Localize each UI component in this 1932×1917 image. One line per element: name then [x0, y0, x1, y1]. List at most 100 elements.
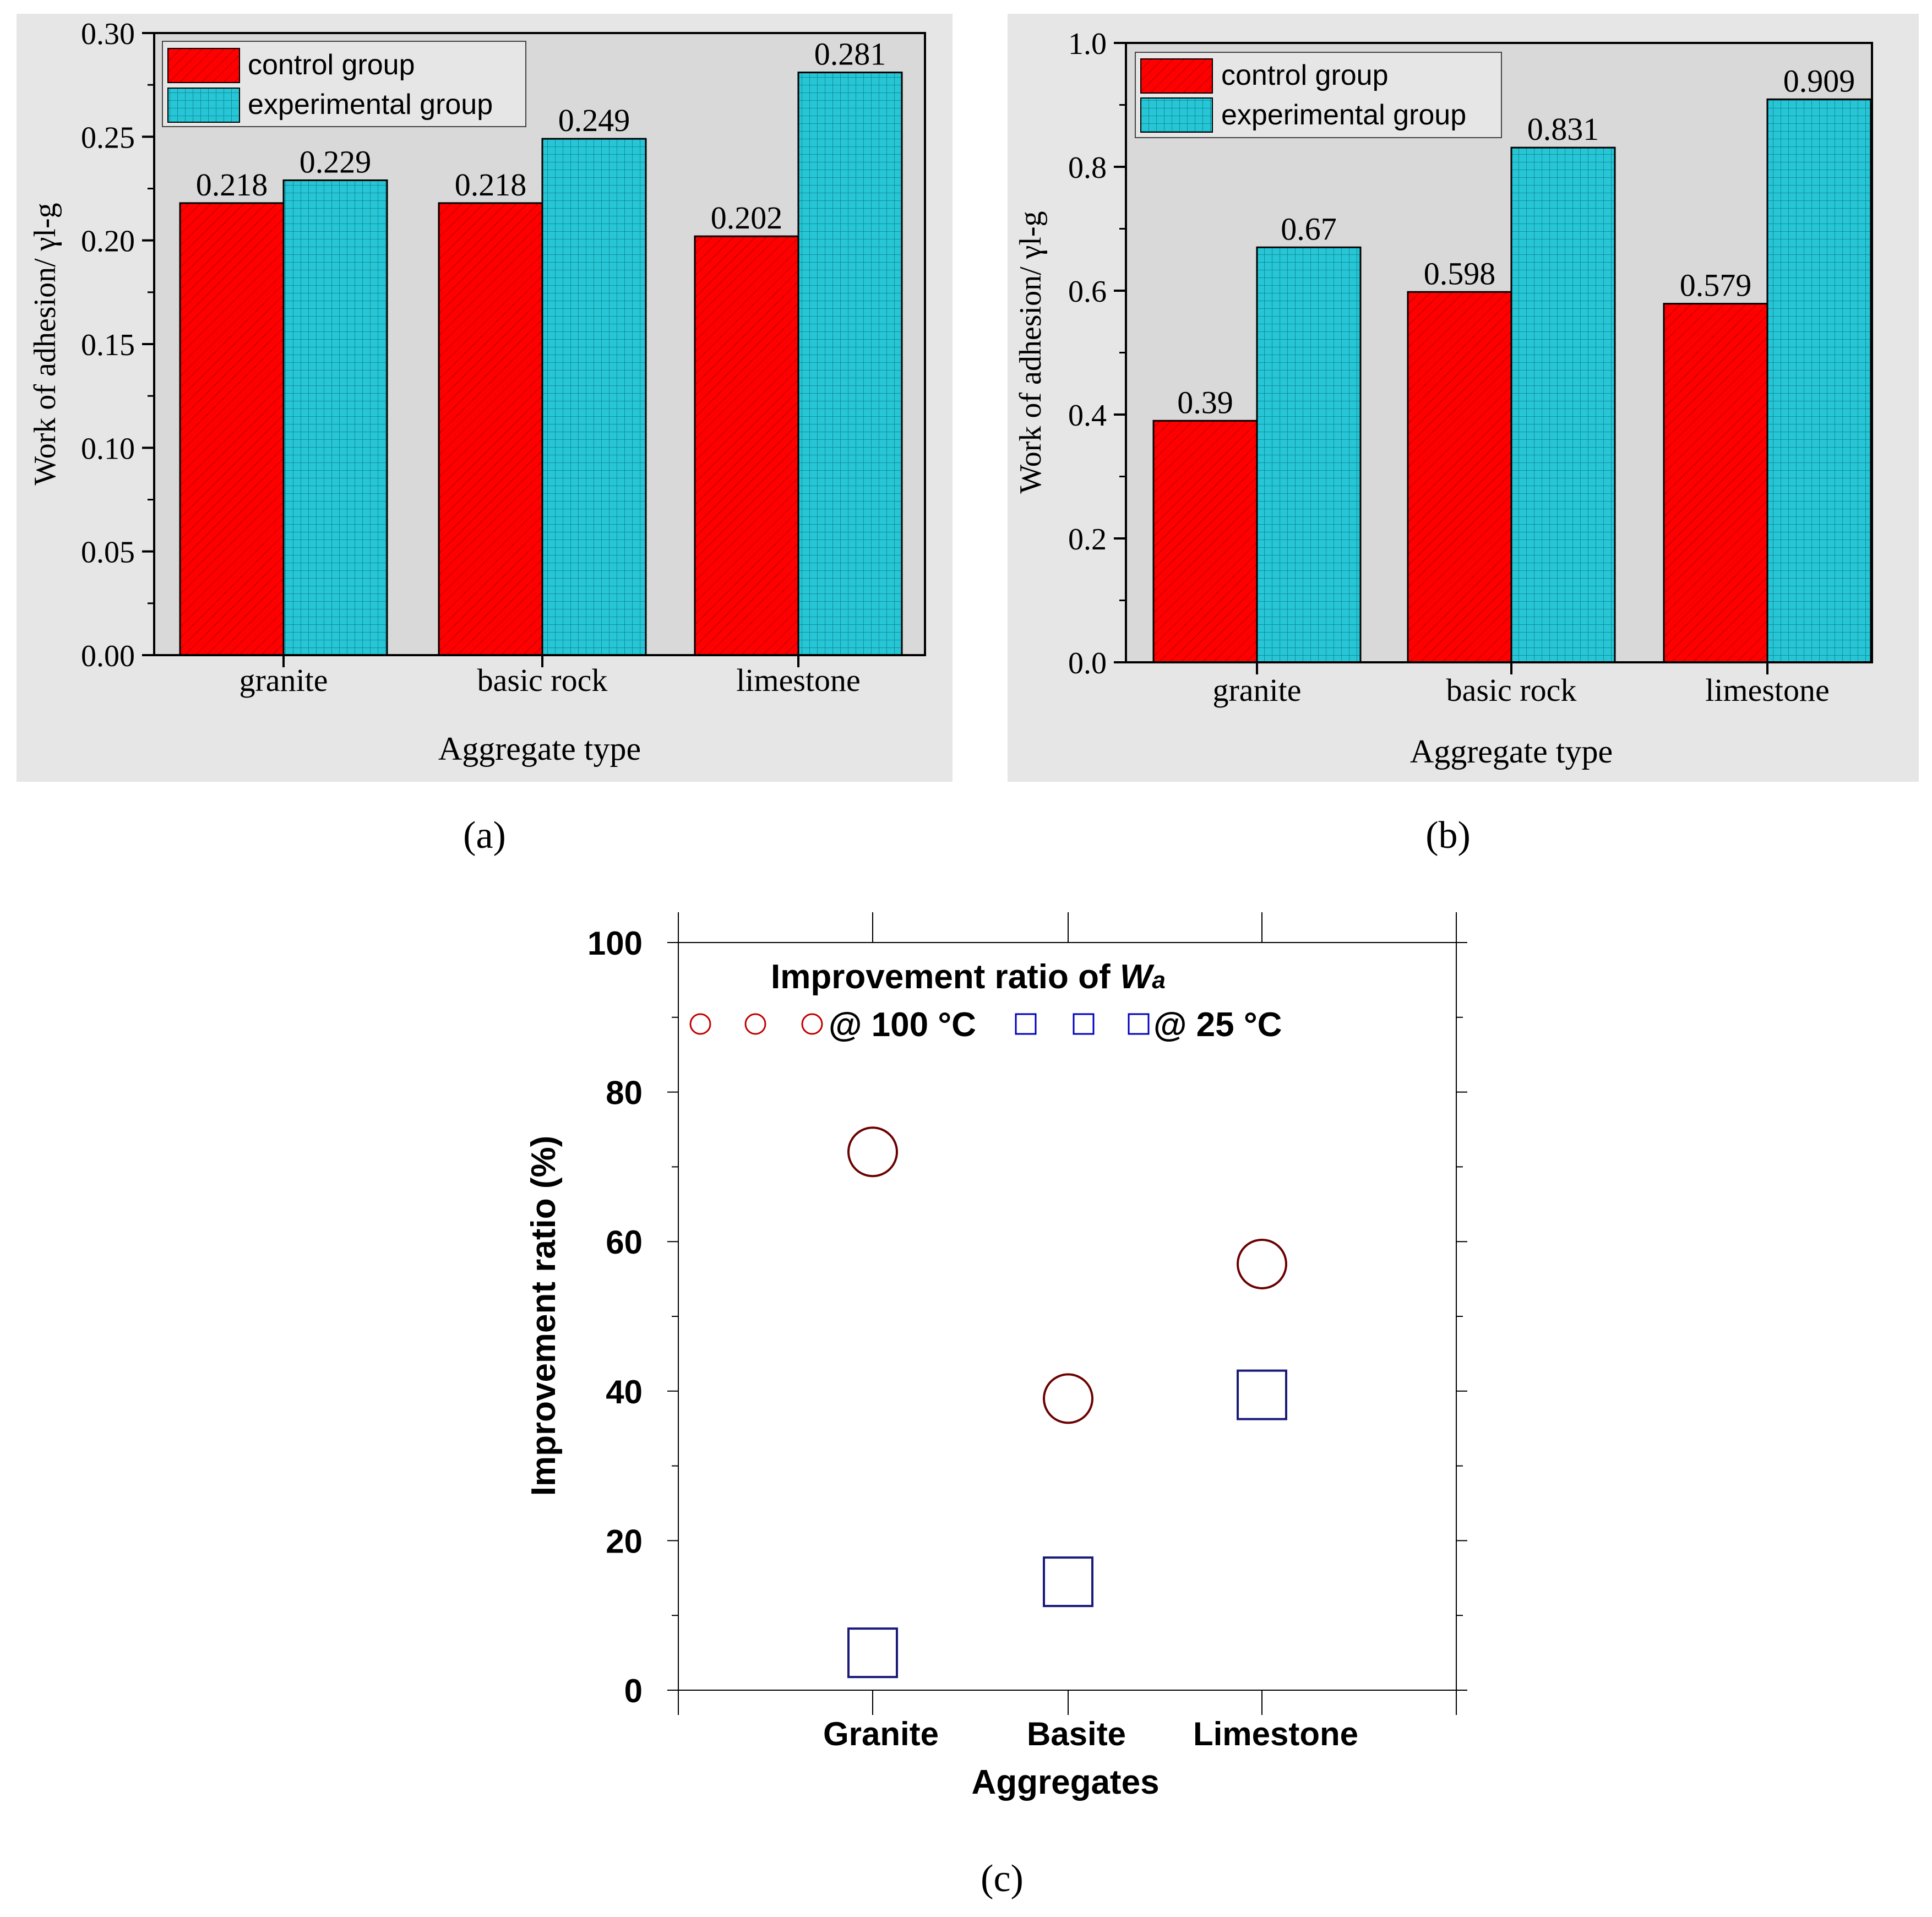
y-axis: 0.00 0.05 0.10 0.15 0.20 0.25 0.30 — [81, 17, 154, 673]
panel-b: 0.0 0.2 0.4 0.6 0.8 1.0 0.39 0.67 0.598 0.831 0.5… — [1008, 14, 1919, 857]
y-axis: 0.0 0.2 0.4 0.6 0.8 1.0 — [1068, 27, 1126, 680]
value-label: 0.598 — [1424, 255, 1496, 291]
y-tick-label: 0.00 — [81, 639, 135, 673]
y-tick-label: 0.10 — [81, 432, 135, 466]
y-tick-label: 0.05 — [81, 536, 135, 570]
y-tick-label: 0.2 — [1068, 522, 1107, 557]
y-tick-label: 40 — [606, 1374, 643, 1410]
bar-experimental — [282, 179, 388, 656]
bar-experimental — [1510, 146, 1616, 663]
panel-a: 0.00 0.05 0.10 0.15 0.20 0.25 0.30 0.218 0.229 0… — [17, 14, 953, 857]
y-axis-title: Work of adhesion/ γl-g — [1014, 211, 1048, 493]
y-tick-label: 0.20 — [81, 225, 135, 259]
panel-b-frame — [1125, 42, 1873, 663]
point-25c — [1237, 1369, 1287, 1420]
legend: control group experimental group — [162, 41, 526, 127]
y-tick-label: 0.4 — [1068, 399, 1107, 433]
x-axis-title: Aggregate type — [1410, 733, 1613, 770]
y-tick-label: 100 — [587, 925, 643, 962]
legend: control group experimental group — [1135, 52, 1502, 138]
value-label: 0.909 — [1783, 63, 1855, 99]
point-100c — [1237, 1238, 1287, 1289]
legend: @ 100 °C @ 25 °C — [689, 1006, 1282, 1044]
bar-experimental — [797, 72, 903, 656]
point-100c — [847, 1126, 898, 1178]
value-label: 0.218 — [196, 167, 268, 203]
y-tick-label: 0.6 — [1068, 275, 1107, 309]
bar-control — [694, 235, 799, 656]
y-tick-label: 0.25 — [81, 121, 135, 155]
x-tick-label: Granite — [823, 1716, 939, 1752]
bar-control — [438, 202, 543, 656]
bars — [1152, 98, 1872, 663]
x-axis-title: Aggregates — [971, 1763, 1159, 1801]
point-25c — [847, 1627, 898, 1679]
legend-circle-2 — [744, 1013, 766, 1035]
y-tick-label: 0.0 — [1068, 646, 1107, 680]
legend-label-experimental: experimental group — [248, 89, 493, 121]
value-label: 0.831 — [1527, 111, 1599, 147]
y-tick-label: 80 — [606, 1075, 643, 1112]
bar-control — [1152, 420, 1258, 663]
y-tick-label: 60 — [606, 1224, 643, 1261]
legend-square-1 — [1015, 1013, 1037, 1035]
legend-swatch-control — [167, 48, 240, 83]
x-tick-label: basic rock — [1446, 672, 1577, 708]
x-tick-label: basic rock — [477, 662, 608, 698]
x-tick-label: granite — [239, 662, 328, 698]
bar-control — [1663, 303, 1768, 663]
y-axis-title: Improvement ratio (%) — [525, 1136, 563, 1496]
legend-swatch-experimental — [167, 88, 240, 123]
y-tick-label: 1.0 — [1068, 27, 1107, 61]
panel-caption: (c) — [981, 1858, 1024, 1900]
bar-experimental — [1256, 246, 1362, 663]
bar-control — [179, 202, 285, 656]
y-tick-label: 20 — [606, 1523, 643, 1560]
x-tick-labels: Granite Basite Limestone — [823, 1716, 1358, 1752]
value-label: 0.249 — [558, 102, 630, 138]
value-label: 0.281 — [814, 36, 886, 72]
title-variable: W — [1120, 958, 1155, 996]
x-tick-label: limestone — [736, 662, 861, 698]
bar-experimental — [541, 138, 647, 656]
x-tick-label: limestone — [1705, 672, 1830, 708]
panel-caption: (a) — [463, 814, 506, 857]
y-tick-label: 0.8 — [1068, 151, 1107, 185]
value-labels: 0.218 0.229 0.218 0.249 0.202 0.281 — [196, 36, 886, 236]
data-points — [847, 1126, 1287, 1679]
chart-title: Improvement ratio of Wa — [771, 958, 1166, 996]
legend-circle-1 — [689, 1013, 711, 1035]
axes — [678, 912, 1457, 1715]
x-axis-title: Aggregate type — [438, 731, 641, 767]
panel-a-frame — [153, 32, 926, 656]
y-tick-label: 0.30 — [81, 17, 135, 51]
y-axis: 0 20 40 60 80 100 — [587, 925, 1467, 1709]
y-tick-label: 0.15 — [81, 328, 135, 362]
x-tick-labels: granite basic rock limestone — [1212, 662, 1830, 708]
legend-swatch-control — [1140, 58, 1213, 94]
value-label: 0.579 — [1680, 268, 1752, 303]
value-label: 0.67 — [1281, 211, 1337, 247]
legend-label-100c: @ 100 °C — [829, 1006, 976, 1044]
bar-control — [1407, 291, 1512, 663]
value-labels: 0.39 0.67 0.598 0.831 0.579 0.909 — [1177, 63, 1855, 420]
bar-experimental — [1766, 98, 1872, 663]
value-label: 0.229 — [300, 144, 372, 179]
x-tick-label: granite — [1212, 672, 1301, 708]
x-tick-label: Limestone — [1193, 1716, 1358, 1752]
y-axis-title: Work of adhesion/ γl-g — [28, 203, 62, 485]
legend-label-experimental: experimental group — [1221, 99, 1466, 131]
value-label: 0.202 — [711, 200, 783, 236]
x-tick-label: Basite — [1027, 1716, 1126, 1752]
title-prefix: Improvement ratio of — [771, 958, 1120, 996]
value-label: 0.39 — [1177, 384, 1233, 420]
point-100c — [1043, 1373, 1093, 1424]
panel-c: 0 20 40 60 80 100 Granite Basite Limestone Impr… — [525, 912, 1467, 1900]
point-25c — [1043, 1556, 1093, 1608]
x-tick-labels: granite basic rock limestone — [239, 655, 861, 698]
bars — [179, 72, 903, 656]
legend-swatch-experimental — [1140, 97, 1213, 133]
title-subscript: a — [1152, 967, 1165, 994]
legend-label-control: control group — [1221, 59, 1389, 91]
